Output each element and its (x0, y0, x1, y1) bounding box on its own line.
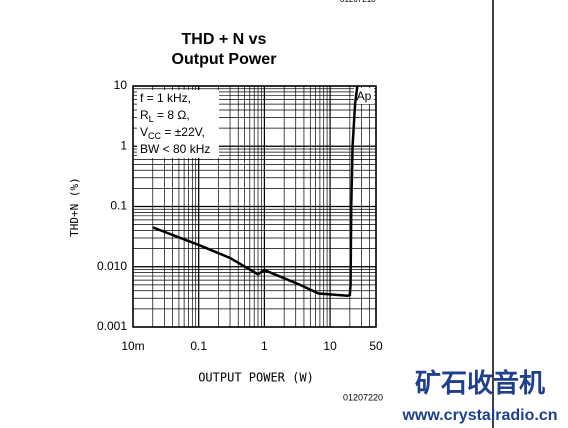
x-tick-label: 1 (261, 339, 268, 353)
annotation: BW < 80 kHz (140, 142, 210, 156)
y-axis-label: THD+N (%) (68, 177, 81, 237)
watermark-title: 矿石收音机 (415, 368, 545, 398)
annotation-text: V (140, 125, 148, 139)
x-axis-label: OUTPUT POWER (W) (198, 371, 314, 385)
y-tick-label: 10 (114, 78, 128, 92)
watermark-url: www.crystalradio.cn (401, 407, 557, 424)
y-tick-label: 0.010 (97, 259, 127, 273)
annotation-text: = ±22V, (161, 125, 205, 139)
annotation: f = 1 kHz, (140, 91, 191, 105)
x-tick-label: 50 (369, 339, 383, 353)
x-tick-label: 10m (121, 339, 144, 353)
plot-frame (132, 85, 377, 328)
figure-id-top: 01207218 (340, 0, 376, 4)
data-line (152, 85, 359, 298)
chart-title: THD + N vs (182, 31, 267, 48)
annotation-text: BW < 80 kHz (140, 142, 210, 156)
y-tick-label: 0.1 (110, 199, 127, 213)
annotation-text: R (140, 108, 149, 122)
annotation-text: = 8 Ω, (154, 108, 190, 122)
annotation: VCC = ±22V, (140, 125, 205, 141)
annotation: RL = 8 Ω, (140, 108, 190, 124)
annotation-subscript: CC (148, 131, 161, 141)
chart-title: Output Power (172, 51, 277, 68)
x-tick-label: 0.1 (190, 339, 207, 353)
badge: Ap (357, 89, 372, 103)
badge-box (354, 88, 374, 104)
x-tick-label: 10 (323, 339, 337, 353)
annotation-subscript: L (149, 114, 154, 124)
figure-id: 01207220 (343, 392, 383, 402)
annotation-box (137, 90, 219, 158)
y-tick-label: 0.001 (97, 319, 127, 333)
annotation-text: f = 1 kHz, (140, 91, 191, 105)
y-tick-label: 1 (120, 138, 127, 152)
